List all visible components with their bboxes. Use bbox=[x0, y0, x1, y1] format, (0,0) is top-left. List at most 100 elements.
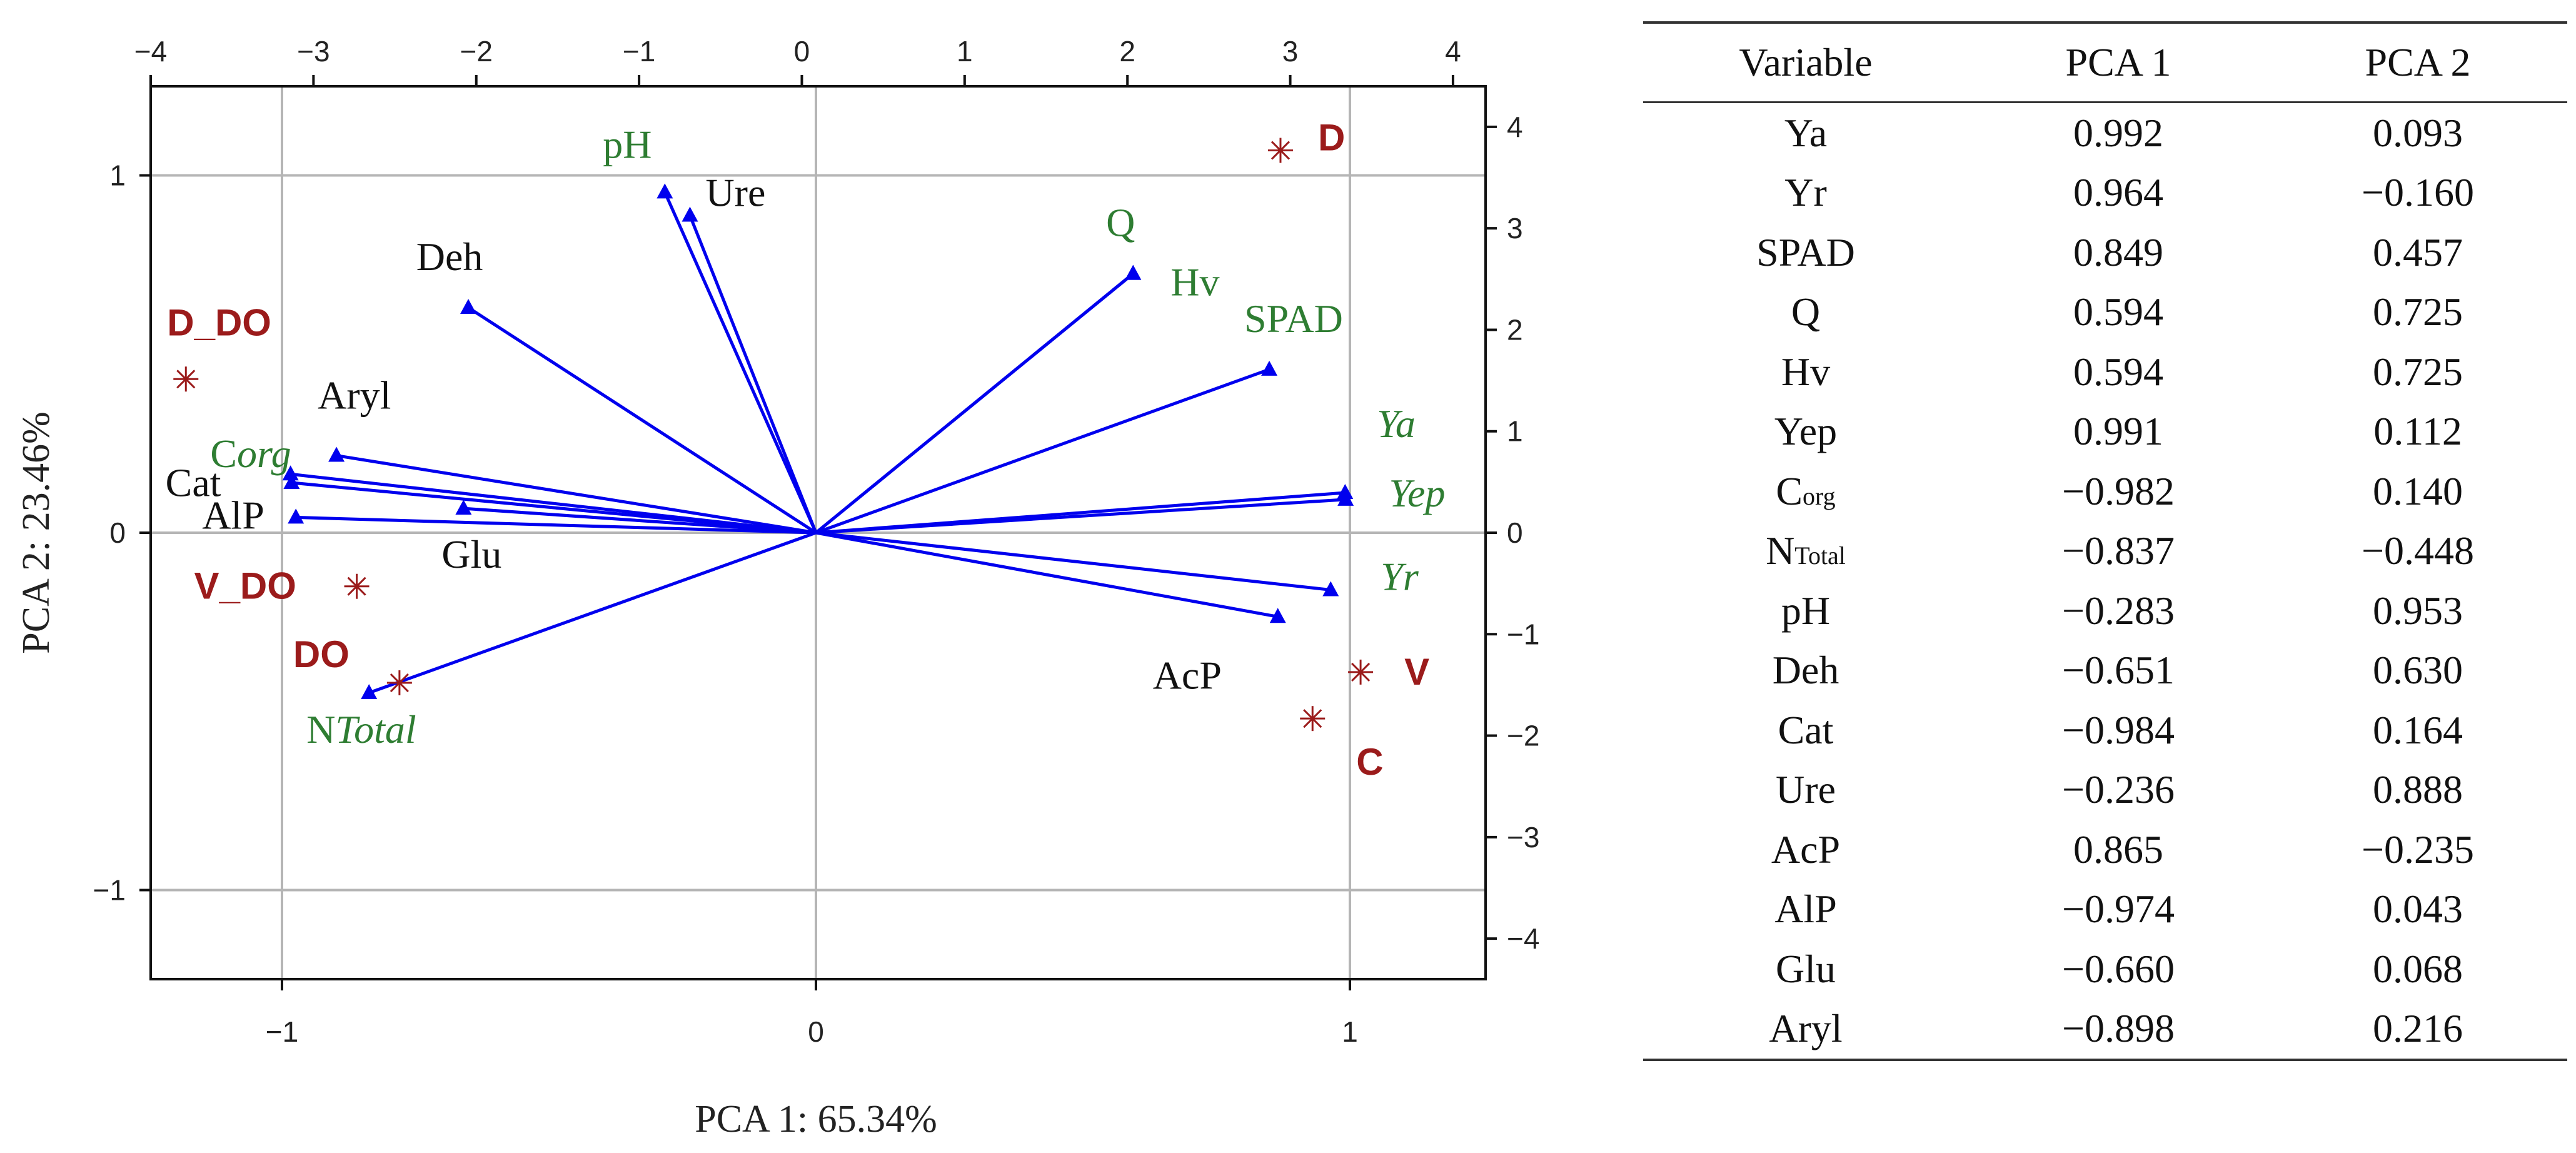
cell-variable: Glu bbox=[1776, 946, 1836, 991]
vector-ntotal bbox=[368, 531, 817, 695]
table-row: Deh −0.651 0.630 bbox=[1643, 641, 2567, 701]
y-tick-label: 1 bbox=[109, 159, 126, 192]
cell-pca1: −0.984 bbox=[2061, 707, 2175, 752]
variable-label-hv: Hv bbox=[1170, 260, 1219, 305]
variable-label-corg: Corg bbox=[210, 431, 291, 476]
right-tick-label: 0 bbox=[1507, 516, 1523, 549]
cell-pca1: −0.651 bbox=[2061, 648, 2175, 693]
variable-label-ntotal: NTotal bbox=[306, 707, 416, 752]
top-tick-label: −4 bbox=[134, 35, 167, 68]
vector-spad bbox=[815, 368, 1270, 535]
cell-variable: Q bbox=[1791, 290, 1821, 335]
top-tick-label: −2 bbox=[460, 35, 493, 68]
table-row: Yep 0.991 0.112 bbox=[1643, 402, 2567, 462]
loadings-table: Variable PCA 1 PCA 2 Ya 0.992 0.093 Yr 0.964… bbox=[1643, 21, 2567, 1061]
variable-label-glu: Glu bbox=[441, 532, 501, 576]
vector-tip-corg bbox=[283, 473, 300, 489]
cell-pca2: 0.068 bbox=[2373, 946, 2463, 991]
table-row: pH −0.283 0.953 bbox=[1643, 581, 2567, 641]
right-tick-label: 4 bbox=[1507, 111, 1523, 143]
right-tick-label: 1 bbox=[1507, 415, 1523, 448]
vector-tip-cat bbox=[282, 465, 299, 481]
variable-label-yr: Yr bbox=[1381, 554, 1419, 598]
y-tick-label: −1 bbox=[93, 874, 126, 907]
axis-ticks: −1 0 1 −1 0 1 −4 −3 −2 −1 0 1 2 3 4 −4 −3 −2 −1 0 1 2 3 4 bbox=[93, 35, 1540, 1048]
vector-deh bbox=[467, 306, 817, 535]
top-tick-label: −1 bbox=[623, 35, 655, 68]
observation-label-d-do: D_DO bbox=[167, 301, 271, 343]
vector-tip-ntotal bbox=[361, 684, 378, 700]
cell-pca1: −0.898 bbox=[1968, 999, 2268, 1061]
table-row: NTotal −0.837 −0.448 bbox=[1643, 521, 2567, 582]
observation-marker-d bbox=[1267, 138, 1293, 163]
table-row: Corg −0.982 0.140 bbox=[1643, 461, 2567, 521]
cell-pca1: −0.660 bbox=[2061, 946, 2175, 991]
table-row: Glu −0.660 0.068 bbox=[1643, 939, 2567, 999]
right-tick-label: 3 bbox=[1507, 212, 1523, 244]
column-header-variable: Variable bbox=[1643, 21, 1968, 103]
cell-variable: Yep bbox=[1774, 409, 1838, 454]
vector-cat bbox=[290, 472, 817, 535]
cell-pca2: 0.093 bbox=[2373, 110, 2463, 155]
vector-tip-aryl bbox=[328, 446, 345, 462]
cell-variable: NTotal bbox=[1766, 528, 1846, 573]
cell-pca2: 0.630 bbox=[2373, 648, 2463, 693]
cell-pca2: 0.164 bbox=[2373, 707, 2463, 752]
cell-variable: Ya bbox=[1784, 110, 1828, 155]
cell-pca1: 0.594 bbox=[2073, 290, 2163, 335]
observation-label-c: C bbox=[1356, 741, 1383, 783]
cell-variable: Aryl bbox=[1643, 999, 1968, 1061]
top-tick-label: 2 bbox=[1119, 35, 1135, 68]
cell-pca2: 0.725 bbox=[2373, 290, 2463, 335]
top-tick-label: 3 bbox=[1282, 35, 1299, 68]
variable-label-yep: Yep bbox=[1389, 471, 1445, 515]
vector-yr bbox=[815, 531, 1331, 592]
observation-label-v: V bbox=[1404, 651, 1429, 693]
observation-marker-d-do bbox=[173, 366, 199, 392]
cell-pca1: −0.982 bbox=[2061, 468, 2175, 513]
x-tick-label: −1 bbox=[266, 1015, 298, 1048]
variable-label-ph: pH bbox=[603, 122, 652, 166]
top-tick-label: 1 bbox=[957, 35, 973, 68]
table-header-row: Variable PCA 1 PCA 2 bbox=[1643, 21, 2567, 103]
top-tick-label: 0 bbox=[794, 35, 810, 68]
right-tick-label: 2 bbox=[1507, 313, 1523, 346]
y-tick-label: 0 bbox=[109, 516, 126, 549]
observation-marker-v bbox=[1348, 659, 1374, 685]
cell-pca1: 0.594 bbox=[2073, 349, 2163, 394]
variable-label-ure: Ure bbox=[705, 171, 765, 215]
right-tick-label: −1 bbox=[1507, 618, 1539, 650]
vector-ure bbox=[688, 214, 818, 533]
cell-pca2: 0.725 bbox=[2373, 349, 2463, 394]
x-tick-label: 1 bbox=[1342, 1015, 1358, 1048]
vector-tip-ph bbox=[657, 183, 673, 199]
variable-label-ya: Ya bbox=[1377, 401, 1416, 446]
vector-yep bbox=[815, 491, 1346, 535]
cell-pca1: 0.849 bbox=[2073, 229, 2163, 274]
cell-pca1: 0.964 bbox=[2073, 170, 2163, 215]
vector-tip-alp bbox=[288, 508, 304, 524]
observation-label-d: D bbox=[1318, 116, 1345, 158]
loading-vectors: Ya Yr SPAD Q Hv Yep Corg NTotal pH Deh Cat Ure AcP Al… bbox=[166, 122, 1446, 752]
x-tick-label: 0 bbox=[808, 1015, 824, 1048]
cell-variable: Ure bbox=[1776, 767, 1836, 812]
right-tick-label: −2 bbox=[1507, 720, 1539, 752]
cell-pca2: 0.216 bbox=[2268, 999, 2567, 1061]
cell-variable: AcP bbox=[1771, 827, 1841, 872]
table-row: SPAD 0.849 0.457 bbox=[1643, 223, 2567, 283]
vector-tip-spad bbox=[1261, 360, 1278, 376]
cell-variable: Corg bbox=[1776, 468, 1836, 513]
column-header-pca1: PCA 1 bbox=[1968, 21, 2268, 103]
vector-tip-yr bbox=[1322, 581, 1339, 597]
vector-tip-glu bbox=[455, 500, 472, 515]
cell-pca2: 0.457 bbox=[2373, 229, 2463, 274]
variable-label-aryl: Aryl bbox=[318, 373, 391, 418]
variable-label-q: Q bbox=[1106, 201, 1135, 245]
table-row: Hv 0.594 0.725 bbox=[1643, 342, 2567, 402]
vector-alp bbox=[296, 515, 817, 535]
vector-tip-acp bbox=[1269, 608, 1286, 623]
variable-label-acp: AcP bbox=[1153, 653, 1222, 697]
observation-points: D D_DO V_DO DO V C bbox=[167, 116, 1429, 783]
cell-pca1: 0.991 bbox=[2073, 409, 2163, 454]
table-row: Yr 0.964 −0.160 bbox=[1643, 163, 2567, 223]
